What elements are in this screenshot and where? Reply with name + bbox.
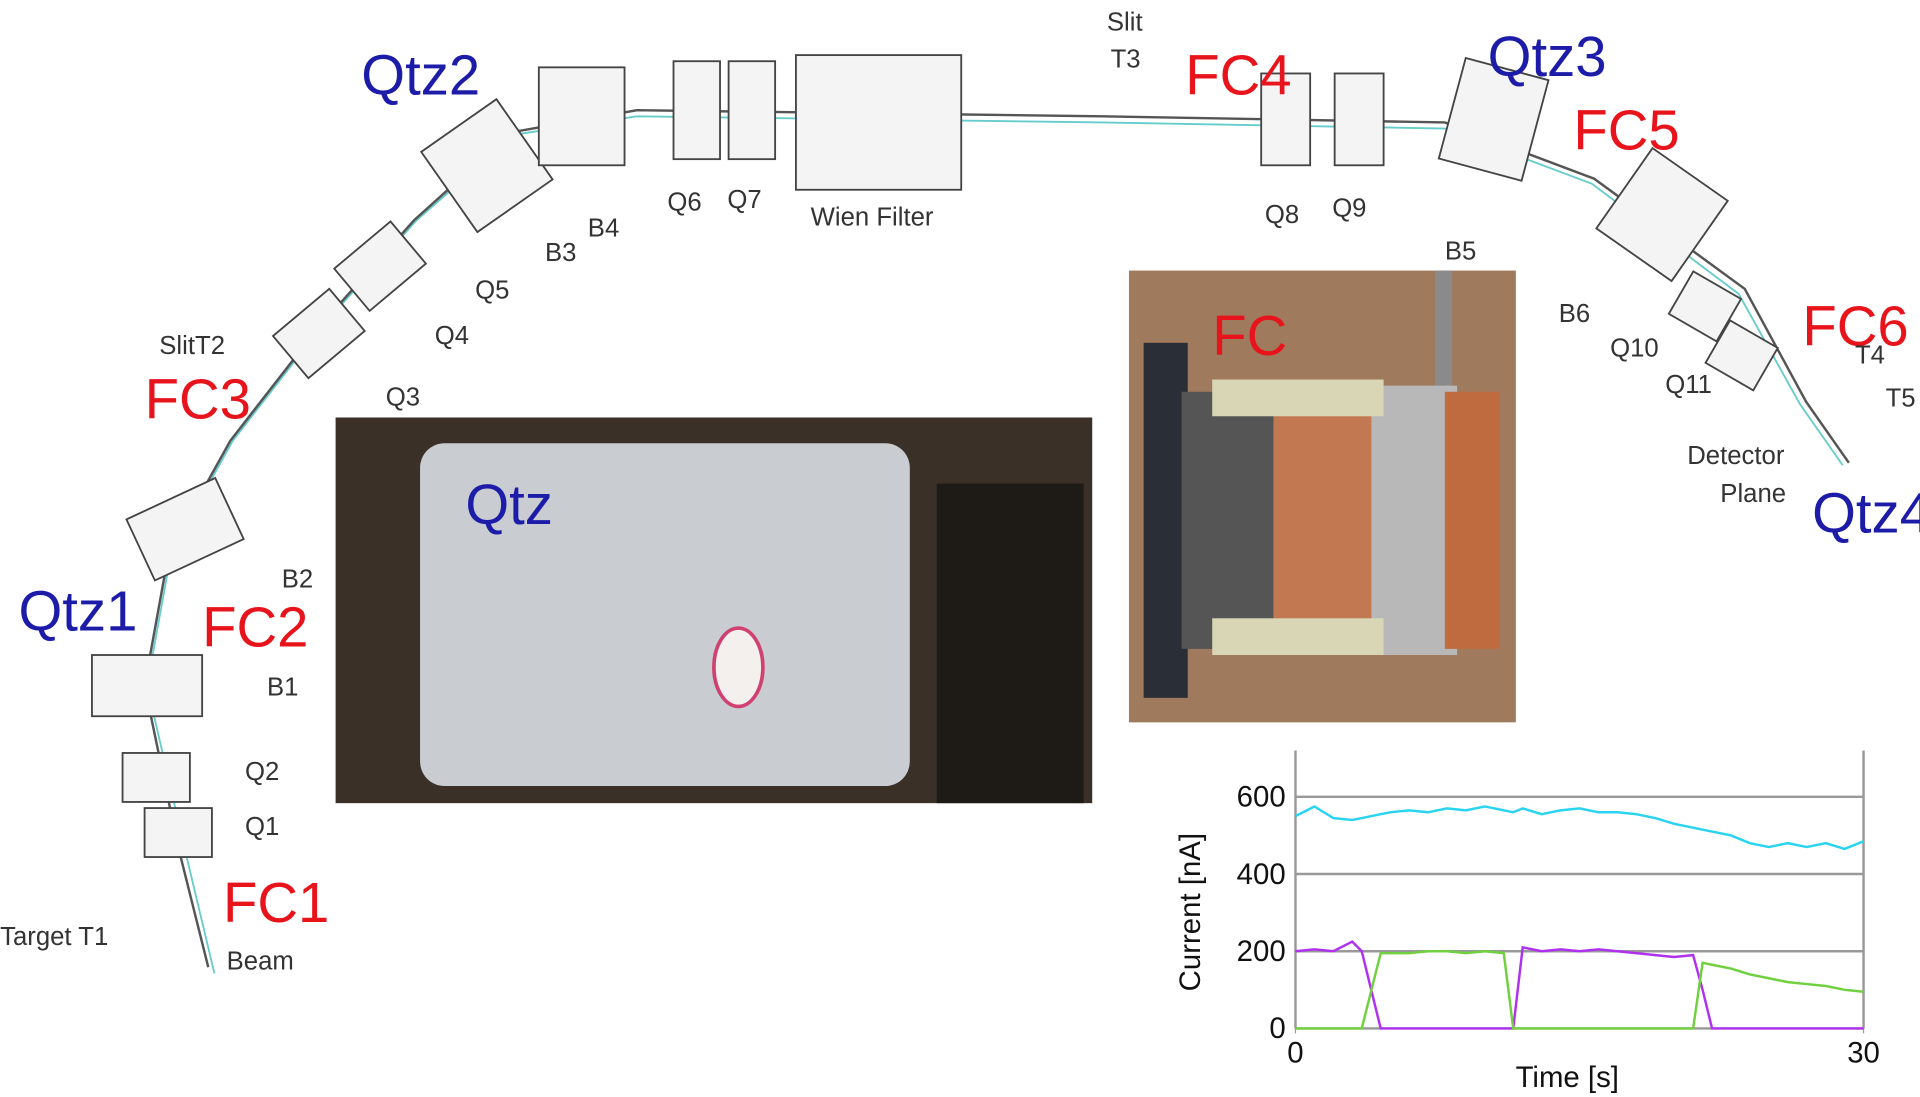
label: Plane [1720, 480, 1786, 508]
label: FC4 [1185, 43, 1291, 106]
y-tick-label: 400 [1237, 858, 1286, 891]
label: T3 [1111, 45, 1141, 73]
label: B5 [1445, 238, 1476, 266]
label: Target T1 [0, 923, 108, 951]
y-tick-label: 600 [1237, 781, 1286, 814]
label: Q1 [245, 813, 279, 841]
label: Qtz2 [361, 43, 480, 106]
label: B1 [267, 673, 298, 701]
label: Q9 [1332, 195, 1366, 223]
label: FC3 [145, 368, 251, 431]
label: T5 [1886, 384, 1916, 412]
label: Q3 [386, 383, 420, 411]
label: SlitT2 [159, 332, 225, 360]
label: Q2 [245, 758, 279, 786]
label: B3 [545, 239, 576, 267]
label: FC [1212, 304, 1287, 367]
label: Beam [227, 948, 294, 976]
label: Q11 [1665, 371, 1712, 399]
label: Qtz [465, 473, 553, 536]
label: Q7 [727, 186, 761, 214]
label: Qtz1 [18, 580, 137, 643]
series-line [1295, 950, 1864, 1030]
label: Detector [1687, 442, 1785, 470]
label: Slit [1107, 9, 1143, 37]
label: Q5 [475, 277, 509, 305]
label: B2 [282, 566, 313, 594]
label: Q8 [1265, 201, 1299, 229]
label: Q10 [1610, 334, 1659, 362]
series-line [1294, 805, 1865, 851]
label: FC2 [202, 595, 308, 658]
y-tick-label: 0 [1269, 1012, 1285, 1045]
label: T4 [1855, 342, 1885, 370]
y-tick-label: 200 [1237, 935, 1286, 968]
x-tick-label: 30 [1847, 1037, 1880, 1070]
label: Qtz3 [1488, 25, 1607, 88]
label: FC1 [223, 871, 329, 934]
label: B4 [588, 214, 619, 242]
quartz-photo [335, 417, 1093, 804]
label: Qtz4 [1812, 482, 1920, 545]
fc-photo [1128, 270, 1516, 723]
label: Wien Filter [811, 203, 934, 231]
x-tick-label: 0 [1287, 1037, 1303, 1070]
label: FC6 [1802, 294, 1908, 357]
label: FC5 [1573, 98, 1679, 161]
label: B6 [1559, 300, 1590, 328]
x-axis-title: Time [s] [1516, 1061, 1619, 1094]
label: Q6 [667, 189, 701, 217]
beamline [91, 54, 1850, 974]
series-line [1295, 940, 1864, 1030]
y-axis-title: Current [nA] [1174, 833, 1207, 991]
label: Q4 [435, 322, 469, 350]
